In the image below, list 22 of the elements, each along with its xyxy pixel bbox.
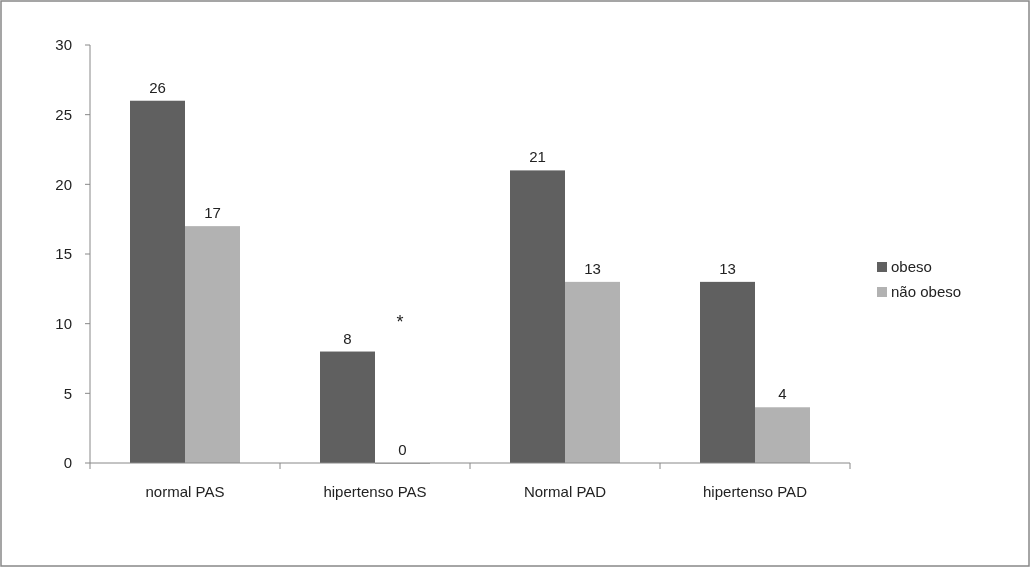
data-label: 13 [719,259,736,277]
y-tick-label: 10 [55,314,72,332]
y-tick-label: 15 [55,245,72,263]
data-label: 17 [204,204,221,222]
data-label: 4 [778,385,787,403]
annotation: * [396,312,404,332]
y-tick-label: 5 [63,384,72,402]
x-tick-label: hipertenso PAD [703,483,808,500]
y-tick-label: 25 [55,105,72,123]
legend-label: não obeso [891,283,962,301]
legend-label: obeso [891,258,932,276]
y-tick-label: 20 [55,175,72,193]
y-tick-label: 0 [63,454,72,472]
y-tick-label: 30 [55,36,72,54]
data-label: 13 [584,259,601,277]
x-tick-label: hipertenso PAS [323,483,427,500]
x-tick-label: normal PAS [145,483,225,500]
data-label: 21 [529,148,546,166]
data-label: 0 [398,441,407,458]
data-label: 26 [149,78,166,96]
x-tick-label: Normal PAD [523,483,607,500]
data-label: 8 [343,329,352,347]
